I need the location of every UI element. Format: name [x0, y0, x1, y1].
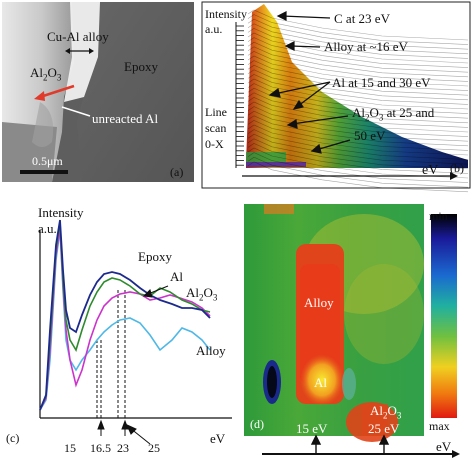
scan-line [247, 18, 469, 50]
label-alloy-d: Alloy [304, 295, 334, 310]
panel-b-ylabel-1: Intensity [205, 7, 247, 21]
label-25ev-d: 25 eV [368, 421, 400, 436]
scan-line [247, 152, 469, 183]
legend-al: Al [170, 269, 183, 284]
label-15ev-d: 15 eV [296, 421, 328, 436]
scale-bar [20, 170, 68, 174]
panel-c: Intensity a.u. Epoxy Al Al2O3 Alloy (c) … [0, 200, 236, 458]
scan-line [247, 101, 469, 133]
scan-line [247, 37, 469, 68]
scan-line [247, 23, 469, 55]
panel-b-linescan-1: Line [205, 105, 227, 119]
panel-c-ylabel-2: a.u. [38, 221, 57, 236]
scan-line [247, 28, 469, 59]
series-epoxy [39, 219, 211, 411]
scan-line [247, 83, 469, 114]
scan-line [247, 69, 469, 101]
red-arrow [39, 84, 75, 99]
legend-alloy: Alloy [196, 343, 226, 358]
tick-16-5: 16.5 [90, 441, 111, 455]
scan-line [247, 78, 469, 110]
scan-line [247, 64, 469, 96]
scan-line [247, 9, 469, 41]
tick-15: 15 [64, 441, 76, 455]
spectra-plot [39, 219, 232, 445]
scan-line [247, 106, 469, 137]
panel-b-ylabel-2: a.u. [205, 22, 223, 36]
panel-d: min max Alloy Al Al2O3 25 eV 15 eV (d) e… [244, 204, 474, 460]
tick-23: 23 [117, 441, 129, 455]
scan-line [247, 51, 469, 82]
label-cual: Cu-Al alloy [47, 29, 109, 44]
label-al-d: Al [314, 375, 327, 390]
panel-d-label: (d) [250, 417, 264, 431]
panel-b-anno-c: C at 23 eV [334, 11, 390, 26]
tem-image [2, 2, 194, 182]
label-al2o3-d: Al2O3 [370, 403, 402, 421]
scan-line [247, 147, 469, 179]
series-al2o3 [39, 227, 211, 411]
colorbar [431, 214, 457, 418]
panel-b-anno-50ev: 50 eV [354, 128, 386, 143]
label-epoxy-a: Epoxy [124, 59, 158, 74]
panel-d-xlabel: eV [436, 439, 452, 454]
panel-a-label: (a) [170, 165, 184, 179]
scan-line [247, 74, 469, 105]
scan-line [247, 87, 469, 119]
panel-b-xlabel: eV [422, 163, 439, 178]
scan-line [247, 120, 469, 151]
scan-line [247, 129, 469, 160]
scan-line [247, 115, 469, 147]
label-unreacted-al: unreacted Al [92, 111, 159, 126]
panel-b-anno-al2o3: Al2O3 at 25 and [352, 105, 435, 123]
scan-line [247, 41, 469, 73]
panel-b: Intensity a.u. Line scan 0-X C at 23 eV … [201, 1, 471, 193]
scale-bar-label: 0.5μm [32, 154, 63, 168]
panel-c-xlabel: eV [210, 431, 226, 446]
scan-line [247, 46, 469, 78]
panel-c-ylabel-1: Intensity [38, 205, 84, 220]
legend-epoxy: Epoxy [138, 249, 172, 264]
panel-b-linescan-2: scan [205, 121, 227, 135]
panel-a: Cu-Al alloy Al2O3 Epoxy unreacted Al 0.5… [2, 2, 194, 182]
scan-line [247, 14, 469, 45]
energy-map [244, 204, 460, 458]
panel-b-linescan-3: 0-X [205, 137, 224, 151]
scan-line [247, 60, 469, 91]
panel-b-anno-alloy: Alloy at ~16 eV [324, 39, 408, 54]
tick-25: 25 [148, 441, 160, 455]
colorbar-max: max [429, 419, 450, 433]
energy-markers [96, 290, 126, 418]
scan-line [247, 55, 469, 87]
scan-line [247, 97, 469, 128]
scan-line [247, 124, 469, 156]
panel-b-anno-al: Al at 15 and 30 eV [332, 75, 431, 90]
colorbar-min: min [429, 209, 448, 223]
label-al2o3-a: Al2O3 [30, 65, 62, 83]
scan-line [247, 156, 469, 188]
scan-line [247, 138, 469, 170]
scan-line [247, 133, 469, 165]
legend-al2o3: Al2O3 [186, 285, 218, 303]
line-scan-plot [201, 1, 471, 193]
scan-line [247, 161, 469, 193]
panel-b-label: (b) [450, 161, 464, 175]
panel-c-label: (c) [6, 431, 20, 445]
scan-line [247, 143, 469, 174]
